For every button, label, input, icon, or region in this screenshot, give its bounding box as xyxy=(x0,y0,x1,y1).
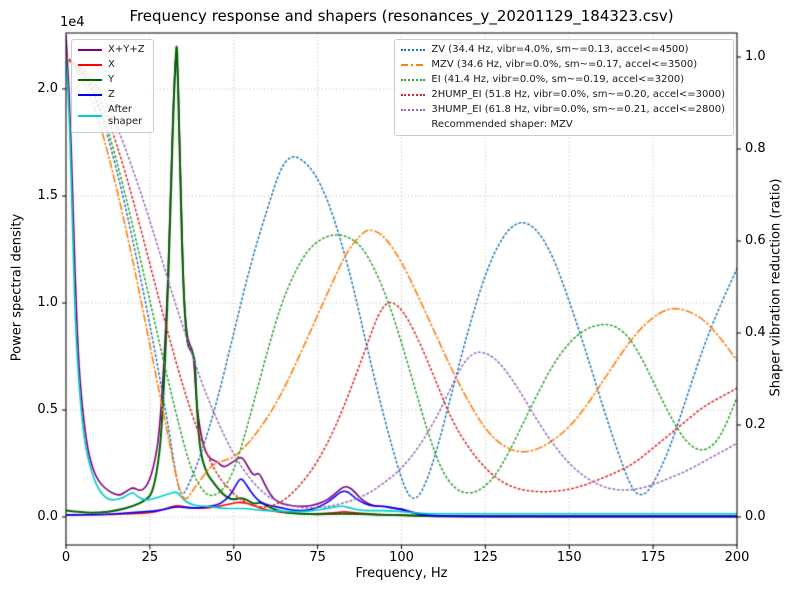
legend-item-label: X xyxy=(108,59,115,70)
legend-line-swatch xyxy=(78,64,102,66)
x-tick-label: 125 xyxy=(472,550,498,565)
x-tick-label: 100 xyxy=(389,550,414,565)
legend-item: After shaper xyxy=(78,104,145,128)
legend-item: 2HUMP_EI (51.8 Hz, vibr=0.0%, sm~=0.20, … xyxy=(401,89,725,101)
chart-title: Frequency response and shapers (resonanc… xyxy=(129,7,674,25)
x-tick-label: 0 xyxy=(61,550,71,565)
legend-line-swatch xyxy=(78,115,102,117)
y-right-tick-label: 0.2 xyxy=(745,417,766,432)
y-axis-left-label: Power spectral density xyxy=(9,213,25,362)
legend-item: X+Y+Z xyxy=(78,44,145,56)
x-tick-label: 200 xyxy=(724,550,750,565)
legend-item-label: EI (41.4 Hz, vibr=0.0%, sm~=0.19, accel<… xyxy=(431,74,685,85)
legend-item: 3HUMP_EI (61.8 Hz, vibr=0.0%, sm~=0.21, … xyxy=(401,104,725,116)
x-tick-label: 75 xyxy=(309,550,326,565)
legend-item-label: 3HUMP_EI (61.8 Hz, vibr=0.0%, sm~=0.21, … xyxy=(431,104,725,115)
y-left-tick-label: 2.0 xyxy=(37,81,58,96)
legend-item-label: MZV (34.6 Hz, vibr=0.0%, sm~=0.17, accel… xyxy=(431,59,698,70)
y-right-tick-label: 0.0 xyxy=(745,509,766,524)
legend-item: Z xyxy=(78,89,145,101)
legend-item: MZV (34.6 Hz, vibr=0.0%, sm~=0.17, accel… xyxy=(401,59,725,71)
y-axis-right-label: Shaper vibration reduction (ratio) xyxy=(768,178,784,397)
y-right-tick-label: 0.8 xyxy=(745,141,766,156)
legend-line-swatch xyxy=(401,64,426,66)
x-tick-label: 175 xyxy=(640,550,666,565)
legend-psd: X+Y+Z X Y Z After shaper xyxy=(71,39,154,133)
y-right-tick-label: 1.0 xyxy=(745,49,766,64)
x-tick-label: 150 xyxy=(556,550,582,565)
legend-line-swatch xyxy=(401,79,426,81)
y-right-tick-label: 0.4 xyxy=(745,325,766,340)
legend-line-swatch xyxy=(78,94,102,96)
legend-line-swatch xyxy=(401,49,426,51)
y-left-tick-label: 0.0 xyxy=(37,509,58,524)
x-tick-label: 25 xyxy=(141,550,159,565)
legend-item-label: Z xyxy=(108,89,115,100)
legend-shapers: ZV (34.4 Hz, vibr=4.0%, sm~=0.13, accel<… xyxy=(394,39,734,136)
legend-line-swatch xyxy=(401,109,426,111)
y-left-tick-label: 1.0 xyxy=(37,295,58,310)
legend-item: EI (41.4 Hz, vibr=0.0%, sm~=0.19, accel<… xyxy=(401,74,725,86)
legend-item-label: ZV (34.4 Hz, vibr=4.0%, sm~=0.13, accel<… xyxy=(431,44,689,55)
legend-item: Recommended shaper: MZV xyxy=(401,119,725,131)
legend-line-swatch xyxy=(78,49,102,51)
legend-item-label: Y xyxy=(108,74,115,85)
legend-item-label: X+Y+Z xyxy=(108,44,145,55)
y-left-tick-label: 0.5 xyxy=(37,402,58,417)
y-axis-offset-label: 1e4 xyxy=(60,15,85,30)
legend-item-label: Recommended shaper: MZV xyxy=(431,119,573,130)
x-tick-label: 50 xyxy=(225,550,243,565)
legend-item-label: After shaper xyxy=(108,104,143,127)
y-right-tick-label: 0.6 xyxy=(745,233,766,248)
legend-line-swatch xyxy=(78,79,102,81)
legend-line-swatch xyxy=(401,94,426,96)
legend-item-label: 2HUMP_EI (51.8 Hz, vibr=0.0%, sm~=0.20, … xyxy=(431,89,725,100)
legend-item: ZV (34.4 Hz, vibr=4.0%, sm~=0.13, accel<… xyxy=(401,44,725,56)
x-axis-label: Frequency, Hz xyxy=(355,566,448,581)
legend-item: Y xyxy=(78,74,145,86)
y-left-tick-label: 1.5 xyxy=(37,188,58,203)
legend-item: X xyxy=(78,59,145,71)
